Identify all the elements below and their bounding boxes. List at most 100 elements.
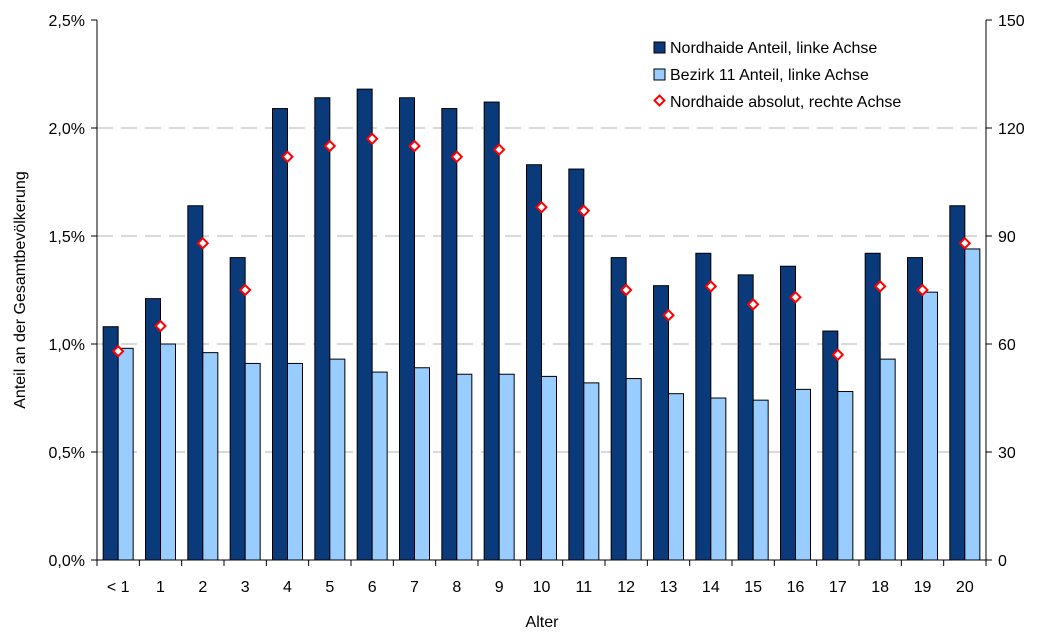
bar-nordhaide-anteil xyxy=(356,88,373,561)
x-tick-label: 16 xyxy=(787,579,805,596)
x-tick-label: 7 xyxy=(410,579,419,596)
y-tick-label: 1,0% xyxy=(49,337,85,354)
legend-marker-nordhaide-absolut xyxy=(653,94,666,107)
bar-bezirk-anteil xyxy=(710,397,727,561)
legend: Nordhaide Anteil, linke Achse Bezirk 11 … xyxy=(653,40,901,111)
x-tick-label: 3 xyxy=(241,579,250,596)
bar-nordhaide-anteil xyxy=(610,257,627,561)
x-tick-label: < 1 xyxy=(107,579,130,596)
bar-nordhaide-anteil xyxy=(399,97,415,561)
bar-bezirk-anteil xyxy=(879,358,896,561)
x-tick-label: 20 xyxy=(956,579,974,596)
bar-bezirk-anteil xyxy=(202,352,219,561)
bar-nordhaide-anteil xyxy=(737,274,754,561)
marker-nordhaide-absolut xyxy=(535,200,548,214)
x-tick-label: 18 xyxy=(871,579,889,596)
x-tick-label: 19 xyxy=(914,579,932,596)
bar-bezirk-anteil xyxy=(752,399,769,561)
marker-nordhaide-absolut xyxy=(619,283,633,297)
bar-bezirk-anteil xyxy=(329,358,346,561)
y2-tick-label: 60 xyxy=(998,337,1016,354)
marker-nordhaide-absolut xyxy=(916,283,929,297)
marker-nordhaide-absolut xyxy=(704,280,718,293)
bar-nordhaide-anteil xyxy=(653,285,669,561)
y2-tick-label: 0 xyxy=(998,553,1007,570)
bar-nordhaide-anteil xyxy=(441,108,458,561)
bar-nordhaide-anteil xyxy=(102,326,119,561)
bar-bezirk-anteil xyxy=(414,367,430,561)
y-axis-label: Anteil an der Gesamtbevölkerung xyxy=(12,171,29,408)
marker-nordhaide-absolut xyxy=(154,319,167,333)
bar-bezirk-anteil xyxy=(583,382,600,561)
bar-nordhaide-anteil xyxy=(187,205,204,561)
bar-nordhaide-anteil xyxy=(864,252,881,561)
bar-bezirk-anteil xyxy=(922,291,938,561)
bar-bezirk-anteil xyxy=(625,378,642,561)
y2-tick-label: 150 xyxy=(998,13,1025,30)
bar-nordhaide-anteil xyxy=(314,97,331,561)
marker-nordhaide-absolut xyxy=(111,344,125,358)
x-tick-label: 17 xyxy=(829,579,847,596)
y-tick-label: 1,5% xyxy=(49,229,85,246)
legend-label-nordhaide-anteil: Nordhaide Anteil, linke Achse xyxy=(670,40,877,57)
bar-bezirk-anteil xyxy=(287,362,303,561)
bar-nordhaide-anteil xyxy=(526,164,542,561)
marker-nordhaide-absolut xyxy=(789,290,802,304)
legend-label-nordhaide-absolut: Nordhaide absolut, rechte Achse xyxy=(670,94,901,111)
bar-bezirk-anteil xyxy=(795,388,811,561)
marker-nordhaide-absolut xyxy=(323,139,337,153)
bar-nordhaide-anteil xyxy=(272,108,288,561)
bar-nordhaide-anteil xyxy=(822,330,839,561)
legend-swatch-bezirk-anteil xyxy=(653,68,666,81)
marker-nordhaide-absolut xyxy=(958,236,972,250)
bar-nordhaide-anteil xyxy=(695,252,712,561)
x-tick-label: 14 xyxy=(702,579,720,596)
x-tick-label: 6 xyxy=(368,579,377,596)
x-tick-label: 13 xyxy=(660,579,678,596)
bar-nordhaide-anteil xyxy=(907,257,923,561)
x-tick-label: 5 xyxy=(325,579,334,596)
bar-nordhaide-anteil xyxy=(949,205,966,561)
y-tick-label: 0,0% xyxy=(49,553,85,570)
marker-nordhaide-absolut xyxy=(238,283,252,297)
legend-label-bezirk-anteil: Bezirk 11 Anteil, linke Achse xyxy=(670,67,869,84)
legend-swatch-nordhaide-anteil xyxy=(653,41,666,54)
markers xyxy=(111,132,972,362)
x-tick-label: 4 xyxy=(283,579,292,596)
bar-nordhaide-anteil xyxy=(145,298,161,561)
x-tick-label: 15 xyxy=(744,579,762,596)
bar-bezirk-anteil xyxy=(964,248,981,561)
y-tick-label: 2,5% xyxy=(49,13,85,30)
x-tick-label: 12 xyxy=(617,579,635,596)
x-tick-label: 11 xyxy=(576,579,593,596)
marker-nordhaide-absolut xyxy=(450,150,464,164)
y-tick-label: 0,5% xyxy=(49,445,85,462)
marker-nordhaide-absolut xyxy=(408,139,421,153)
bar-bezirk-anteil xyxy=(837,391,854,561)
bar-nordhaide-anteil xyxy=(483,101,500,561)
bar-nordhaide-anteil xyxy=(229,257,246,561)
bar-bezirk-anteil xyxy=(668,393,684,561)
y2-tick-label: 90 xyxy=(998,229,1016,246)
bar-bezirk-anteil xyxy=(117,347,134,561)
marker-nordhaide-absolut xyxy=(365,132,379,146)
marker-nordhaide-absolut xyxy=(831,348,845,362)
bar-bezirk-anteil xyxy=(371,371,388,561)
marker-nordhaide-absolut xyxy=(281,150,294,164)
bar-bezirk-anteil xyxy=(160,343,176,561)
x-tick-label: 9 xyxy=(495,579,504,596)
x-tick-label: 8 xyxy=(452,579,461,596)
bar-bezirk-anteil xyxy=(498,373,515,561)
marker-nordhaide-absolut xyxy=(577,204,591,218)
y2-tick-label: 30 xyxy=(998,445,1016,462)
x-axis-label: Alter xyxy=(526,614,560,631)
bar-nordhaide-anteil xyxy=(780,265,796,561)
marker-nordhaide-absolut xyxy=(492,143,506,156)
bar-nordhaide-anteil xyxy=(568,168,585,561)
y-tick-label: 2,0% xyxy=(49,121,85,138)
x-tick-label: 2 xyxy=(198,579,207,596)
bar-bezirk-anteil xyxy=(456,373,473,561)
